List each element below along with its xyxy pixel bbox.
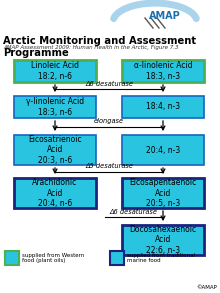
Bar <box>122 60 204 82</box>
Bar <box>5 251 19 265</box>
Text: elongase: elongase <box>94 118 124 125</box>
Text: Arachidonic
Acid
20:4, n-6: Arachidonic Acid 20:4, n-6 <box>32 178 78 208</box>
Bar <box>110 251 124 265</box>
Text: Δ6 desaturase: Δ6 desaturase <box>109 209 157 214</box>
Text: Δ6 desaturase: Δ6 desaturase <box>85 81 133 87</box>
Text: Δ5 desaturase: Δ5 desaturase <box>85 163 133 169</box>
Text: Docosahexaenoic
Acid
22:6, n-3: Docosahexaenoic Acid 22:6, n-3 <box>129 225 196 255</box>
Text: Linoleic Acid
18:2, n-6: Linoleic Acid 18:2, n-6 <box>31 61 79 81</box>
Bar <box>122 96 204 118</box>
Bar <box>14 96 96 118</box>
Text: α-linolenic Acid
18:3, n-3: α-linolenic Acid 18:3, n-3 <box>134 61 192 81</box>
Text: 18:4, n-3: 18:4, n-3 <box>146 103 180 112</box>
Text: Eicosapentaenoic
Acid
20:5, n-3: Eicosapentaenoic Acid 20:5, n-3 <box>129 178 197 208</box>
Bar <box>14 60 96 82</box>
Text: supplied from traditional
marine food: supplied from traditional marine food <box>127 253 195 263</box>
Bar <box>14 178 96 208</box>
Bar <box>14 135 96 165</box>
Text: Arctic Monitoring and Assessment Programme: Arctic Monitoring and Assessment Program… <box>3 36 196 58</box>
Text: γ-linolenic Acid
18:3, n-6: γ-linolenic Acid 18:3, n-6 <box>26 97 84 117</box>
Text: Eicosatrienoic
Acid
20:3, n-6: Eicosatrienoic Acid 20:3, n-6 <box>28 135 82 165</box>
Bar <box>122 178 204 208</box>
Text: ©AMAP: ©AMAP <box>196 285 217 290</box>
Bar <box>122 225 204 255</box>
Text: supplied from Western
food (plant oils): supplied from Western food (plant oils) <box>22 253 84 263</box>
Text: 20:4, n-3: 20:4, n-3 <box>146 146 180 154</box>
Bar <box>122 135 204 165</box>
Text: AMAP Assessment 2009: Human Health in the Arctic, Figure 7.3: AMAP Assessment 2009: Human Health in th… <box>3 45 178 50</box>
Text: AMAP: AMAP <box>149 11 181 21</box>
